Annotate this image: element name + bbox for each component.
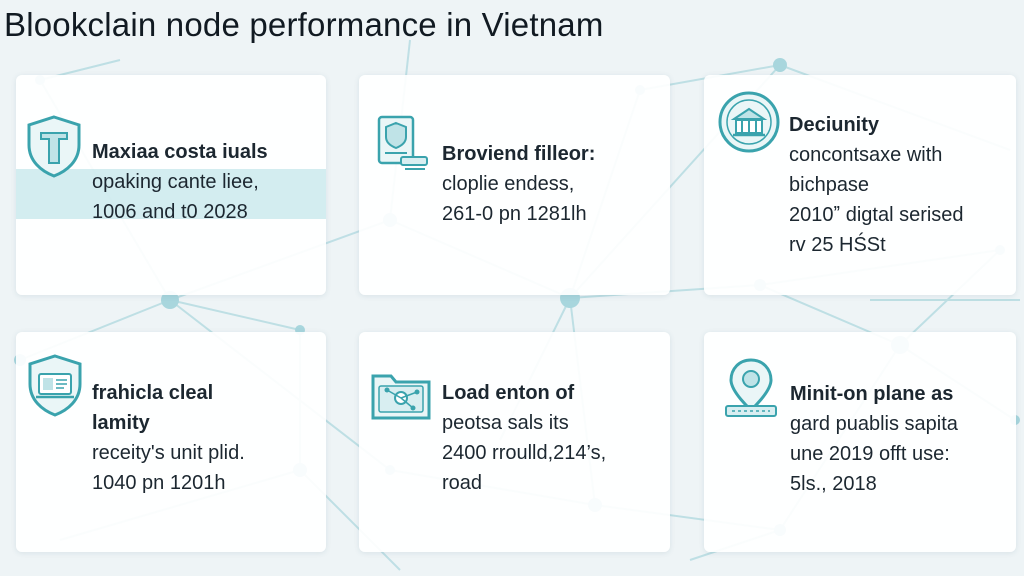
card-line: cloplie endess, — [442, 173, 575, 195]
shield-laptop-icon — [28, 354, 82, 417]
card-line: 5ls., 2018 — [790, 473, 877, 495]
card-heading: Load enton of — [442, 382, 575, 404]
info-card: Load enton of peotsa sals its 2400 rroul… — [359, 332, 670, 552]
info-card: Deciunity concontsaxe with bichpase 2010… — [704, 75, 1016, 295]
highlight-band — [16, 169, 326, 219]
folder-network-icon — [371, 374, 431, 420]
info-card: Minit-on plane as gard puablis sapita un… — [704, 332, 1016, 552]
card-line: une 2019 offt use: — [790, 443, 950, 465]
page-title: Blookclain node performance in Vietnam — [4, 6, 604, 43]
card-text: frahicla cleal lamity receity's unit pli… — [92, 378, 245, 498]
card-line: bichpase — [789, 174, 870, 196]
card-line: 2400 rroulld,214’s, — [442, 442, 607, 464]
card-line: 2010ˮ digtal serised — [789, 204, 964, 226]
card-heading: frahicla cleal — [92, 382, 214, 404]
card-line: 1040 pn 1201h — [92, 472, 226, 494]
card-text: Deciunity concontsaxe with bichpase 2010… — [789, 110, 964, 260]
card-text: Broviend filleor: cloplie endess, 261-0 … — [442, 139, 595, 229]
card-text: Maxiaa costa iuals opaking cante liee, 1… — [92, 137, 268, 227]
card-line: concontsaxe with — [789, 144, 943, 166]
building-emblem-icon — [718, 91, 780, 153]
shield-document-icon — [377, 115, 428, 170]
card-line: peotsa sals its — [442, 412, 569, 434]
card-line: 261-0 pn 1281lh — [442, 203, 587, 225]
location-pin-icon — [725, 358, 777, 417]
card-heading: Minit-on plane as — [790, 383, 954, 405]
card-heading: lamity — [92, 412, 150, 434]
card-heading: Deciunity — [789, 114, 880, 136]
card-line: opaking cante liee, — [92, 171, 259, 193]
info-card: frahicla cleal lamity receity's unit pli… — [16, 332, 326, 552]
card-text: Minit-on plane as gard puablis sapita un… — [790, 379, 958, 499]
card-line: road — [442, 472, 483, 494]
card-text: Load enton of peotsa sals its 2400 rroul… — [442, 378, 606, 498]
card-heading: Maxiaa costa iuals — [92, 141, 268, 163]
card-line: rv 25 HŚSt — [789, 234, 886, 256]
shield-icon — [27, 115, 81, 178]
info-card: Broviend filleor: cloplie endess, 261-0 … — [359, 75, 670, 295]
card-line: receity's unit plid. — [92, 442, 245, 464]
card-heading: Broviend filleor: — [442, 143, 596, 165]
card-line: gard puablis sapita — [790, 413, 958, 435]
card-line: 1006 and t0 2028 — [92, 201, 248, 223]
info-card: Maxiaa costa iuals opaking cante liee, 1… — [16, 75, 326, 295]
